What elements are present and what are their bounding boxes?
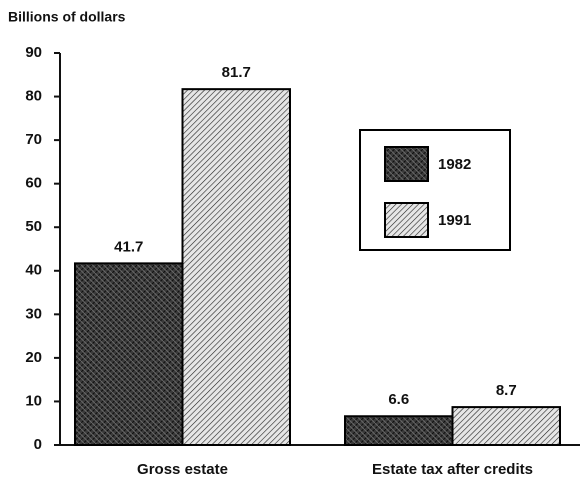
bar <box>74 262 184 446</box>
legend-label: 1991 <box>438 212 471 229</box>
y-tick-label: 80 <box>25 88 42 105</box>
legend-box <box>359 129 511 251</box>
value-label: 41.7 <box>114 238 143 255</box>
value-label: 8.7 <box>496 382 517 399</box>
y-tick-label: 30 <box>25 305 42 322</box>
y-tick-label: 10 <box>25 392 42 409</box>
legend-swatch <box>384 202 429 238</box>
y-axis-label: Billions of dollars <box>8 9 126 25</box>
legend-swatch <box>384 146 429 182</box>
bar <box>451 406 561 446</box>
y-tick-label: 0 <box>34 436 42 453</box>
y-tick-label: 60 <box>25 175 42 192</box>
bar <box>344 415 454 446</box>
y-tick-label: 40 <box>25 262 42 279</box>
value-label: 81.7 <box>222 64 251 81</box>
y-tick-label: 50 <box>25 218 42 235</box>
y-tick-label: 90 <box>25 44 42 61</box>
bar <box>181 88 291 446</box>
x-tick-label: Gross estate <box>137 461 228 478</box>
x-tick-label: Estate tax after credits <box>372 461 533 478</box>
legend-label: 1982 <box>438 156 471 173</box>
y-tick-label: 70 <box>25 131 42 148</box>
y-tick-label: 20 <box>25 349 42 366</box>
value-label: 6.6 <box>388 391 409 408</box>
